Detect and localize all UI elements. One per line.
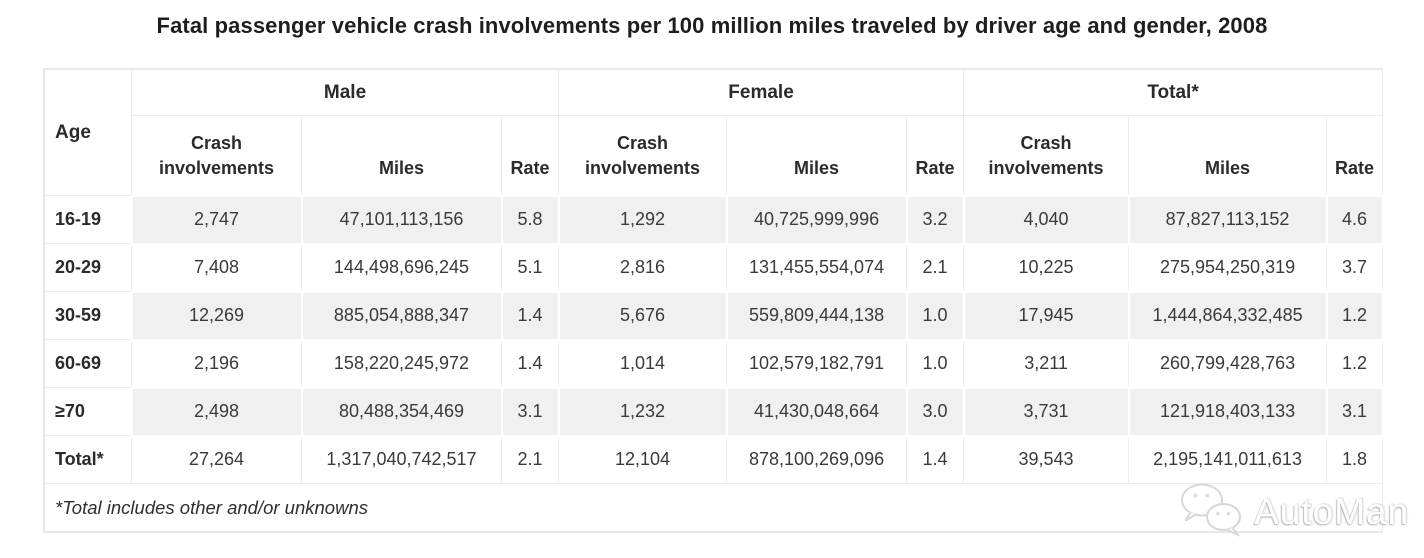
cell-male-rate: 5.1 [500, 243, 560, 292]
table-row-70-plus: ≥70 2,498 80,488,354,469 3.1 1,232 41,43… [44, 386, 1384, 437]
cell-male-miles: 80,488,354,469 [300, 386, 503, 437]
cell-male-rate: 1.4 [500, 339, 560, 388]
cell-male-miles: 158,220,245,972 [301, 339, 502, 388]
cell-female-rate: 3.0 [905, 386, 965, 437]
cell-male-rate: 3.1 [500, 386, 560, 437]
cell-female-rate: 1.0 [906, 339, 965, 388]
cell-male-rate: 5.8 [500, 194, 560, 245]
age-label: 60-69 [44, 339, 132, 388]
table-row-total: Total* 27,264 1,317,040,742,517 2.1 12,1… [44, 435, 1384, 484]
data-table: Age Male Female Total* Crash involvement… [43, 69, 1384, 532]
group-header-row: Age Male Female Total* [44, 69, 1384, 196]
table-header: Age Male Female Total* Crash involvement… [44, 69, 1384, 196]
group-header-male: Male [130, 69, 560, 116]
cell-total-rate: 1.2 [1326, 339, 1384, 388]
crash-statistics-table: Age Male Female Total* Crash involvement… [43, 68, 1384, 533]
cell-total-rate: 3.1 [1325, 386, 1384, 437]
cell-female-miles: 41,430,048,664 [725, 386, 908, 437]
cell-male-crash: 7,408 [131, 243, 302, 292]
age-label: 20-29 [44, 243, 132, 292]
column-header-male-miles: Miles [301, 115, 502, 196]
cell-total-crash: 17,945 [962, 290, 1130, 341]
cell-male-crash: 12,269 [130, 290, 303, 341]
cell-total-crash: 10,225 [963, 243, 1130, 292]
cell-female-crash: 1,232 [557, 386, 728, 437]
cell-total-crash: 4,040 [962, 194, 1130, 245]
cell-male-rate: 2.1 [500, 435, 560, 484]
table-row-60-69: 60-69 2,196 158,220,245,972 1.4 1,014 10… [44, 339, 1384, 388]
cell-total-rate: 1.8 [1326, 435, 1384, 484]
footnote-row: *Total includes other and/or unknowns [43, 483, 1384, 532]
cell-female-crash: 12,104 [558, 435, 728, 484]
column-header-female-rate: Rate [906, 115, 965, 196]
cell-male-crash: 2,498 [130, 386, 303, 437]
column-header-total-crash: Crash involvements [963, 115, 1130, 196]
cell-total-miles: 2,195,141,011,613 [1128, 435, 1328, 484]
cell-male-miles: 885,054,888,347 [300, 290, 503, 341]
cell-female-rate: 3.2 [905, 194, 965, 245]
column-header-male-crash: Crash involvements [131, 115, 302, 196]
column-header-total-miles: Miles [1128, 115, 1328, 196]
cell-female-crash: 2,816 [558, 243, 728, 292]
table-footnote: *Total includes other and/or unknowns [43, 483, 1384, 532]
cell-female-crash: 5,676 [557, 290, 728, 341]
cell-total-rate: 3.7 [1326, 243, 1384, 292]
cell-male-crash: 27,264 [131, 435, 302, 484]
table-row-30-59: 30-59 12,269 885,054,888,347 1.4 5,676 5… [44, 290, 1384, 341]
cell-total-rate: 4.6 [1325, 194, 1384, 245]
cell-total-miles: 87,827,113,152 [1127, 194, 1328, 245]
cell-total-rate: 1.2 [1325, 290, 1384, 341]
page-title: Fatal passenger vehicle crash involvemen… [156, 13, 1268, 38]
cell-female-miles: 102,579,182,791 [726, 339, 908, 388]
cell-female-rate: 1.4 [906, 435, 965, 484]
cell-female-crash: 1,292 [557, 194, 728, 245]
cell-female-crash: 1,014 [558, 339, 728, 388]
cell-female-miles: 878,100,269,096 [726, 435, 908, 484]
cell-total-miles: 275,954,250,319 [1128, 243, 1328, 292]
group-header-total: Total* [963, 69, 1384, 116]
cell-female-rate: 1.0 [905, 290, 965, 341]
age-label: ≥70 [44, 387, 132, 436]
cell-male-miles: 47,101,113,156 [300, 194, 503, 245]
cell-male-rate: 1.4 [500, 290, 560, 341]
column-header-male-rate: Rate [500, 115, 560, 196]
cell-female-miles: 559,809,444,138 [725, 290, 908, 341]
column-header-female-crash: Crash involvements [558, 115, 728, 196]
cell-female-miles: 40,725,999,996 [725, 194, 908, 245]
cell-total-miles: 1,444,864,332,485 [1127, 290, 1328, 341]
group-header-female: Female [558, 69, 965, 116]
cell-male-crash: 2,196 [131, 339, 302, 388]
cell-total-crash: 3,211 [963, 339, 1130, 388]
cell-total-crash: 39,543 [963, 435, 1130, 484]
age-label: Total* [44, 435, 132, 484]
cell-female-rate: 2.1 [906, 243, 965, 292]
cell-male-crash: 2,747 [130, 194, 303, 245]
cell-female-miles: 131,455,554,074 [726, 243, 908, 292]
age-label: 30-59 [44, 291, 132, 340]
table-row-16-19: 16-19 2,747 47,101,113,156 5.8 1,292 40,… [44, 194, 1384, 245]
column-header-age: Age [44, 69, 132, 196]
cell-total-crash: 3,731 [962, 386, 1130, 437]
sub-header-row: Crash involvements Miles Rate Crash invo… [45, 115, 1384, 196]
table-row-20-29: 20-29 7,408 144,498,696,245 5.1 2,816 13… [44, 243, 1384, 292]
table-body: 16-19 2,747 47,101,113,156 5.8 1,292 40,… [43, 194, 1384, 532]
column-header-total-rate: Rate [1326, 115, 1384, 196]
cell-total-miles: 121,918,403,133 [1127, 386, 1328, 437]
cell-male-miles: 1,317,040,742,517 [301, 435, 502, 484]
column-header-female-miles: Miles [726, 115, 908, 196]
cell-total-miles: 260,799,428,763 [1128, 339, 1328, 388]
cell-male-miles: 144,498,696,245 [301, 243, 502, 292]
age-label: 16-19 [44, 195, 132, 244]
